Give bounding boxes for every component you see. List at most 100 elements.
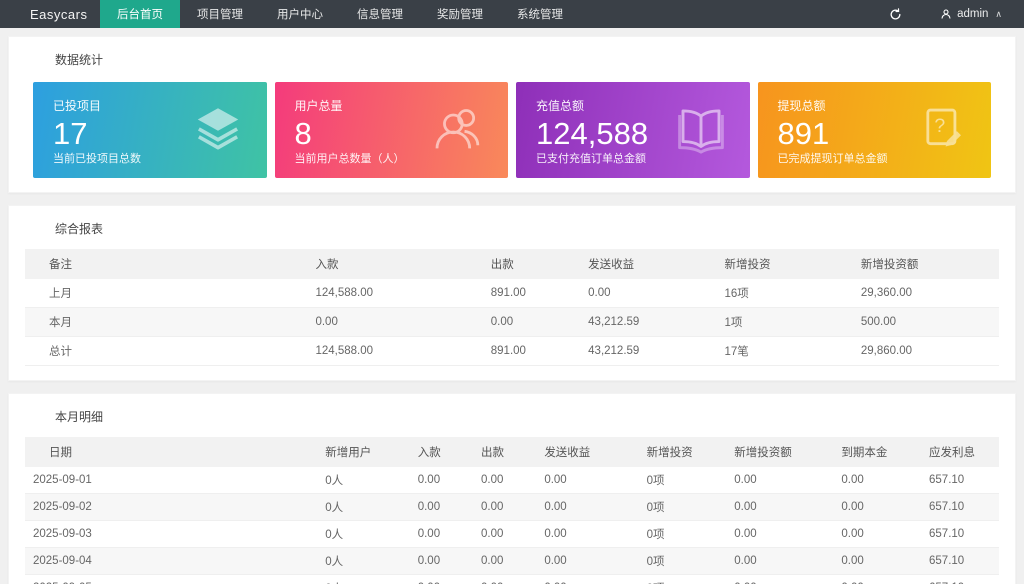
top-navbar: Easycars 后台首页 项目管理 用户中心 信息管理 奖励管理 系统管理 a…: [0, 0, 1024, 28]
table-cell: 本月: [25, 307, 308, 337]
table-cell: 上月: [25, 279, 308, 308]
stat-subtitle: 已支付充值订单总金额: [536, 153, 646, 165]
table-cell: 0.00: [536, 493, 639, 521]
column-header: 日期: [25, 437, 318, 467]
chevron-up-icon: ∧: [995, 8, 1002, 19]
table-cell: 0.00: [726, 547, 834, 575]
table-cell: 29,860.00: [852, 336, 999, 366]
stat-label: 充值总额: [536, 99, 585, 113]
detail-header-row: 日期 新增用户 入款 出款 发送收益 新增投资 新增投资额 到期本金 应发利息: [25, 437, 999, 467]
report-panel: 综合报表 备注 入款 出款 发送收益 新增投资 新增投资额 上月 124,588.00 891…: [8, 205, 1016, 381]
stat-cards: 已投项目 17 当前已投项目总数 用户总量 8 当前用户总数量（人）: [25, 82, 999, 178]
table-cell: 43,212.59: [580, 307, 717, 337]
nav-item-system[interactable]: 系统管理: [517, 9, 563, 21]
table-cell: 总计: [25, 336, 308, 366]
stat-label: 提现总额: [777, 99, 826, 113]
table-cell: 657.10: [921, 493, 999, 521]
nav-item-dashboard[interactable]: 后台首页: [100, 0, 180, 28]
table-cell: 0.00: [473, 493, 537, 521]
nav-item-users[interactable]: 用户中心: [277, 9, 323, 21]
table-row: 上月 124,588.00 891.00 0.00 16项 29,360.00: [25, 279, 999, 308]
stat-value: 124,588: [536, 116, 649, 151]
stat-card-recharge: 充值总额 124,588 已支付充值订单总金额: [516, 82, 750, 178]
detail-panel: 本月明细 日期 新增用户 入款 出款 发送收益 新增投资 新增投资额 到期本金 应发利息 202…: [8, 393, 1016, 584]
table-cell: 2025-09-03: [25, 520, 318, 548]
page-content: 数据统计 已投项目 17 当前已投项目总数 用户总量 8 当前用户总数量（人）: [0, 28, 1024, 584]
doc-edit-icon: ?: [917, 103, 969, 158]
column-header: 出款: [482, 249, 581, 279]
table-cell: 0.00: [726, 493, 834, 521]
table-cell: 0项: [638, 574, 727, 584]
table-row: 总计 124,588.00 891.00 43,212.59 17笔 29,860.00: [25, 336, 999, 366]
table-cell: 0.00: [409, 467, 474, 494]
svg-text:?: ?: [934, 115, 945, 137]
main-menu: 后台首页 项目管理 用户中心 信息管理 奖励管理 系统管理: [100, 0, 580, 28]
nav-item-projects[interactable]: 项目管理: [197, 9, 243, 21]
table-cell: 43,212.59: [580, 336, 717, 366]
table-cell: 0.00: [473, 574, 537, 584]
column-header: 到期本金: [833, 437, 922, 467]
stats-title: 数据统计: [55, 53, 104, 67]
table-cell: 0项: [638, 467, 727, 494]
table-cell: 0人: [317, 493, 410, 521]
detail-title: 本月明细: [55, 410, 104, 424]
table-cell: 891.00: [482, 279, 581, 308]
nav-item-info[interactable]: 信息管理: [357, 9, 403, 21]
table-cell: 0.00: [536, 467, 639, 494]
table-cell: 0人: [317, 520, 410, 548]
table-cell: 0.00: [536, 574, 639, 584]
report-header-row: 备注 入款 出款 发送收益 新增投资 新增投资额: [25, 249, 999, 279]
table-cell: 2025-09-05: [25, 574, 318, 584]
table-cell: 657.10: [921, 467, 999, 494]
users-icon: [430, 101, 486, 160]
stat-label: 用户总量: [294, 99, 343, 113]
table-cell: 0.00: [409, 520, 474, 548]
column-header: 新增投资额: [726, 437, 834, 467]
table-cell: 0项: [638, 547, 727, 575]
refresh-icon[interactable]: [889, 7, 902, 21]
column-header: 新增用户: [317, 437, 410, 467]
table-cell: 17笔: [716, 336, 853, 366]
column-header: 新增投资额: [852, 249, 999, 279]
stat-subtitle: 已完成提现订单总金额: [777, 153, 888, 165]
table-cell: 0人: [317, 574, 410, 584]
column-header: 发送收益: [536, 437, 639, 467]
table-cell: 0.00: [409, 493, 474, 521]
table-cell: 0人: [317, 467, 410, 494]
detail-table: 日期 新增用户 入款 出款 发送收益 新增投资 新增投资额 到期本金 应发利息 2025-09-…: [25, 437, 999, 584]
table-row: 2025-09-02 0人 0.00 0.00 0.00 0项 0.00 0.00 657.10: [25, 493, 999, 521]
stat-card-projects: 已投项目 17 当前已投项目总数: [33, 82, 267, 178]
stat-value: 8: [294, 116, 312, 151]
brand-logo: Easycars: [30, 6, 88, 22]
stats-panel: 数据统计 已投项目 17 当前已投项目总数 用户总量 8 当前用户总数量（人）: [8, 36, 1016, 193]
table-cell: 2025-09-01: [25, 467, 318, 494]
table-cell: 657.10: [921, 520, 999, 548]
table-cell: 0.00: [833, 493, 922, 521]
book-icon: [674, 102, 728, 159]
table-cell: 0.00: [580, 279, 717, 308]
report-title: 综合报表: [55, 222, 104, 236]
table-cell: 29,360.00: [852, 279, 999, 308]
table-row: 本月 0.00 0.00 43,212.59 1项 500.00: [25, 307, 999, 337]
table-cell: 0项: [638, 520, 727, 548]
user-icon: [941, 9, 951, 19]
table-cell: 0.00: [726, 574, 834, 584]
table-cell: 0.00: [473, 547, 537, 575]
stat-card-users: 用户总量 8 当前用户总数量（人）: [274, 82, 508, 178]
column-header: 新增投资: [716, 249, 853, 279]
table-cell: 0.00: [726, 520, 834, 548]
table-cell: 0.00: [409, 547, 474, 575]
table-row: 2025-09-01 0人 0.00 0.00 0.00 0项 0.00 0.00 657.10: [25, 467, 999, 494]
table-cell: 500.00: [852, 307, 999, 337]
table-row: 2025-09-04 0人 0.00 0.00 0.00 0项 0.00 0.00 657.10: [25, 547, 999, 575]
table-cell: 0.00: [482, 307, 581, 337]
table-cell: 0项: [638, 493, 727, 521]
table-cell: 0.00: [473, 520, 537, 548]
column-header: 发送收益: [580, 249, 717, 279]
stat-subtitle: 当前用户总数量（人）: [294, 153, 405, 165]
stat-subtitle: 当前已投项目总数: [53, 153, 141, 165]
table-cell: 124,588.00: [307, 279, 483, 308]
column-header: 出款: [473, 437, 537, 467]
user-menu[interactable]: admin ∧: [940, 8, 1002, 20]
nav-item-rewards[interactable]: 奖励管理: [437, 9, 483, 21]
